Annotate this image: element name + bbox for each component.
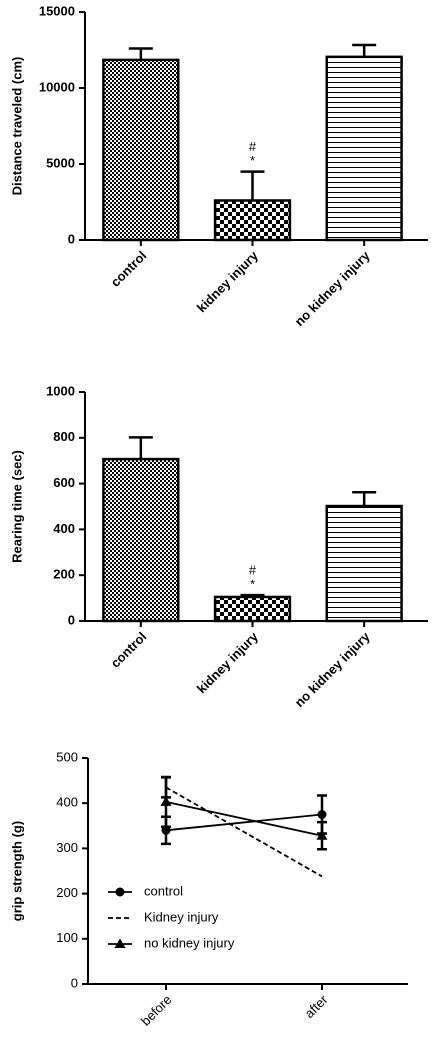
error-bar <box>240 170 265 201</box>
y-tick-label: 100 <box>56 930 78 945</box>
annotation: * <box>250 577 255 592</box>
marker <box>114 938 126 948</box>
y-tick-label: 200 <box>53 567 75 582</box>
bar <box>213 595 292 623</box>
y-tick-label: 400 <box>56 795 78 810</box>
y-tick-label: 300 <box>56 840 78 855</box>
y-axis-title: Distance traveled (cm) <box>9 57 24 196</box>
annotation: # <box>249 139 257 154</box>
marker <box>317 810 327 819</box>
annotation: # <box>249 563 257 578</box>
bar <box>325 55 403 242</box>
x-tick-label: control <box>108 248 150 290</box>
error-bar <box>352 491 377 507</box>
x-tick-label: control <box>108 629 150 671</box>
y-tick-label: 1000 <box>46 383 75 398</box>
y-tick-label: 600 <box>53 475 75 490</box>
legend-label: control <box>144 883 183 898</box>
y-tick-label: 400 <box>53 521 75 536</box>
annotation: * <box>250 153 255 168</box>
marker <box>161 825 171 835</box>
x-tick-label: before <box>138 992 175 1029</box>
bar <box>102 58 180 242</box>
y-tick-label: 800 <box>53 429 75 444</box>
y-tick-label: 0 <box>68 231 75 246</box>
x-tick-label: no kidney injury <box>292 247 374 329</box>
y-tick-label: 0 <box>68 612 75 627</box>
y-tick-label: 0 <box>71 975 78 990</box>
x-tick-label: after <box>302 991 331 1020</box>
legend-label: Kidney injury <box>144 909 219 924</box>
series-line <box>165 813 323 832</box>
y-tick-label: 10000 <box>39 79 75 94</box>
bar <box>102 457 180 623</box>
y-axis-title: grip strength (g) <box>9 821 24 921</box>
error-bar <box>128 436 153 460</box>
marker <box>316 830 328 840</box>
series-line <box>165 800 323 837</box>
bar <box>213 199 292 242</box>
error-bar <box>128 47 153 60</box>
y-axis-title: Rearing time (sec) <box>9 450 24 563</box>
x-tick-label: no kidney injury <box>292 628 374 710</box>
bar <box>325 504 403 623</box>
x-tick-label: kidney injury <box>194 247 262 315</box>
y-tick-label: 200 <box>56 885 78 900</box>
y-tick-label: 5000 <box>46 155 75 170</box>
error-bar <box>352 43 377 57</box>
y-tick-label: 500 <box>56 749 78 764</box>
marker <box>160 796 172 806</box>
marker <box>115 887 125 897</box>
legend-label: no kidney injury <box>144 935 235 950</box>
x-tick-label: kidney injury <box>194 628 262 696</box>
series-line <box>165 786 323 878</box>
y-tick-label: 15000 <box>39 3 75 18</box>
